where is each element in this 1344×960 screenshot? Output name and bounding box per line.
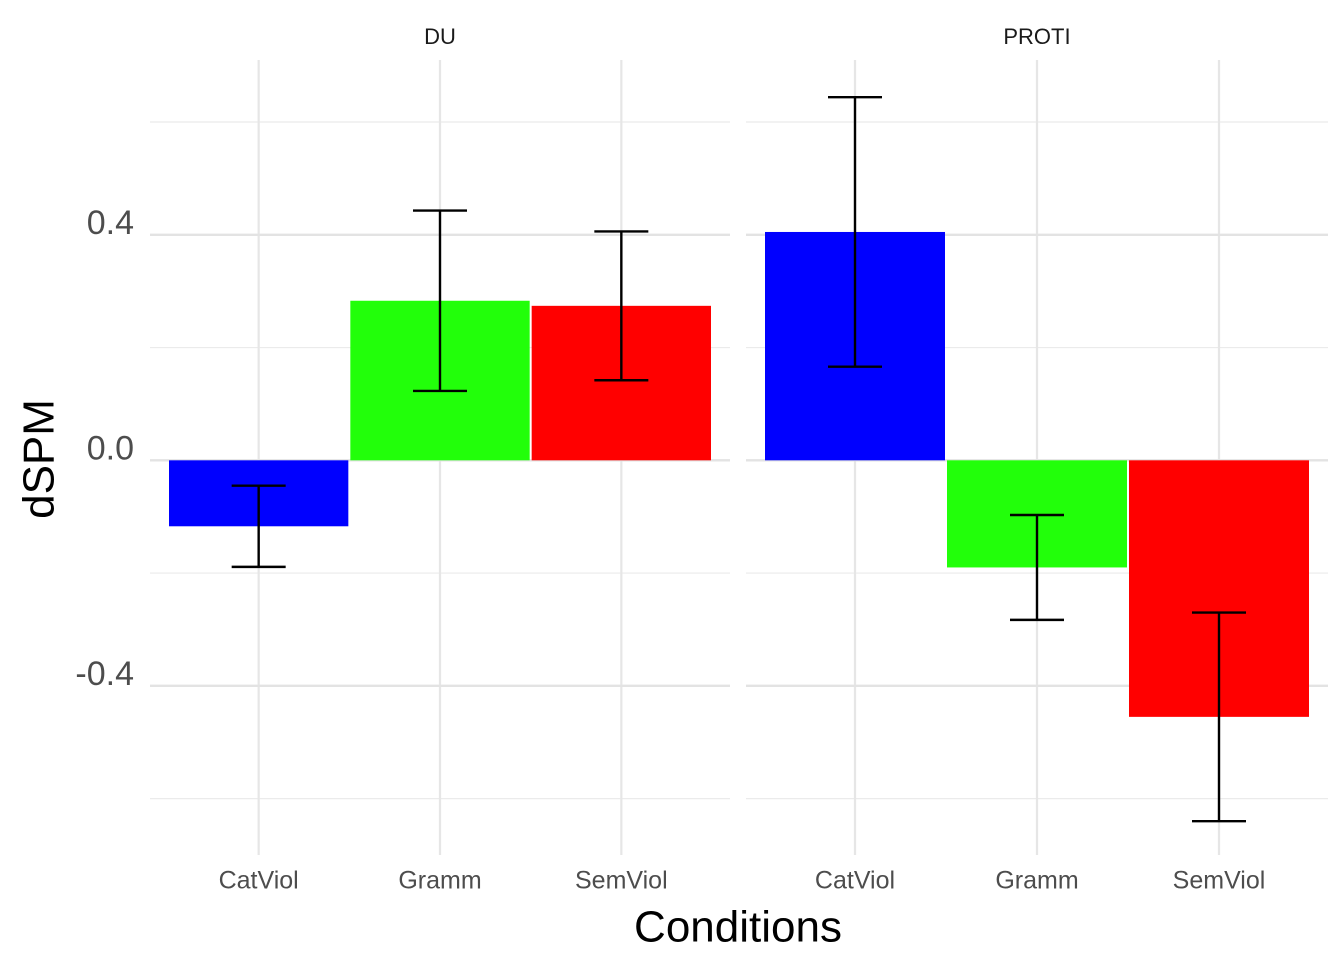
error-bar bbox=[1010, 513, 1064, 622]
x-tick-label: Gramm bbox=[995, 867, 1078, 895]
error-bar bbox=[1192, 611, 1246, 823]
y-tick-label: 0.0 bbox=[87, 429, 134, 467]
x-tick-label: Gramm bbox=[398, 867, 481, 895]
error-bar bbox=[828, 96, 882, 368]
error-bar bbox=[231, 484, 286, 569]
x-tick-label: SemViol bbox=[575, 867, 668, 895]
y-tick-label: -0.4 bbox=[75, 655, 134, 693]
x-axis-label: Conditions bbox=[634, 903, 842, 952]
x-tick-label: CatViol bbox=[815, 867, 895, 895]
error-bar bbox=[413, 209, 467, 393]
x-tick-label: CatViol bbox=[219, 867, 299, 895]
facet-title: PROTI bbox=[1003, 24, 1070, 49]
x-tick-label: SemViol bbox=[1173, 867, 1266, 895]
y-tick-label: 0.4 bbox=[87, 204, 134, 242]
error-bar bbox=[594, 230, 649, 382]
facet-title: DU bbox=[424, 24, 456, 49]
y-axis-label: dSPM bbox=[15, 399, 64, 519]
